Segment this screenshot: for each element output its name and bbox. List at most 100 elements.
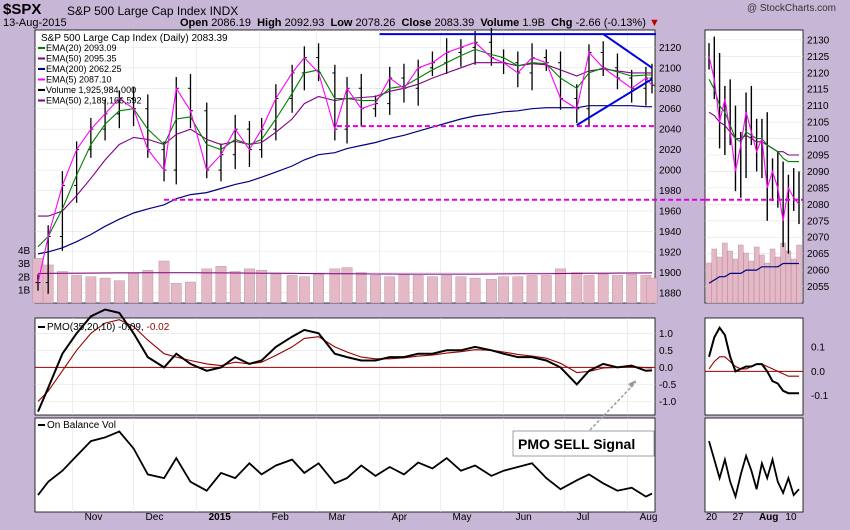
legend-label: EMA(5) 2087.10: [46, 75, 112, 85]
zoom-volume-bar: [743, 252, 749, 304]
pmo-tick-label: 0.0: [659, 363, 673, 374]
pmo-signal-value: -0.02: [147, 322, 170, 333]
volume-bar: [286, 275, 298, 304]
stockcharts-logo: @ StockCharts.com: [746, 3, 836, 14]
volume-bar: [571, 272, 583, 304]
volume-bar: [215, 266, 227, 304]
quote-date: 13-Aug-2015: [3, 17, 67, 29]
zoom-obv-panel: [704, 417, 804, 513]
volume-bar: [341, 267, 353, 304]
legend-label: EMA(50) 2095.35: [46, 54, 117, 64]
zoom-tick-label: 2085: [807, 183, 830, 194]
zoom-volume-bar: [748, 260, 755, 304]
zoom-x-tick-label: 10: [785, 512, 797, 523]
obv-label: On Balance Vol: [47, 420, 116, 431]
zoom-tick-label: 2090: [807, 167, 830, 178]
price-tick-label: 2120: [659, 43, 682, 54]
volume-bar: [626, 273, 638, 304]
zoom-volume-bar: [775, 256, 781, 304]
zoom-volume-bar: [791, 258, 797, 304]
down-arrow-icon: ▼: [648, 17, 660, 29]
x-tick-label: Apr: [392, 512, 408, 523]
x-tick-label: Jun: [516, 512, 532, 523]
annotation-text: PMO SELL Signal: [518, 436, 635, 452]
price-tick-label: 2100: [659, 63, 682, 74]
zoom-volume-bar: [780, 242, 786, 304]
volume-bar: [85, 276, 97, 304]
low-value: 2078.26: [355, 17, 396, 29]
volume-bar: [244, 268, 255, 304]
volume-bar: [427, 276, 438, 304]
zoom-volume-bar: [753, 246, 760, 304]
x-tick-label: Aug: [640, 512, 658, 523]
volume-bar: [441, 275, 453, 304]
volume-bar: [170, 283, 182, 304]
zoom-tick-label: 2100: [807, 134, 830, 145]
volume-bar: [646, 277, 658, 304]
volume-bar: [355, 272, 367, 304]
zoom-tick-label: 2095: [807, 150, 830, 161]
zoom-volume-bar: [759, 254, 765, 304]
volume-bar: [158, 260, 170, 304]
zoom-x-tick-label: 20: [706, 512, 718, 523]
volume-bar: [455, 276, 467, 304]
legend-label: Volume 1,925,984,000: [46, 85, 136, 95]
open-value: 2086.19: [211, 17, 251, 29]
triangle-upper-line: [602, 33, 653, 69]
pmo-panel: [34, 317, 656, 416]
zoom-obv-line: [708, 440, 800, 500]
volume-bar: [384, 276, 396, 304]
price-tick-label: 2080: [659, 84, 682, 95]
ema20-line: [37, 48, 652, 248]
zoom-tick-label: 2110: [807, 101, 829, 112]
pmo-tick-label: 1.0: [659, 329, 673, 340]
ticker-symbol[interactable]: $SPX: [3, 1, 42, 18]
zoom-tick-label: 2065: [807, 249, 830, 260]
pmo-label: PMO(35,20,10) -0.09, -0.02: [47, 322, 170, 333]
zoom-volume-bar: [727, 250, 733, 304]
volume-bar: [313, 273, 324, 304]
zoom-volume-bar: [732, 258, 739, 304]
pmo-line: [37, 308, 653, 412]
zoom-tick-label: 2115: [807, 85, 829, 96]
zoom-pmo-panel: [704, 317, 804, 416]
annotation-arrowhead: [628, 380, 636, 388]
high-value: 2092.93: [284, 17, 325, 29]
triangle-lower-line: [576, 78, 653, 126]
price-tick-label: 1920: [659, 247, 682, 258]
volume-bar: [486, 279, 497, 304]
zoom-volume-bar: [711, 248, 717, 304]
volume-bar: [329, 268, 341, 304]
price-tick-label: 1960: [659, 206, 682, 217]
zoom-tick-label: 2070: [807, 233, 830, 244]
zoom-volume-bar: [769, 248, 776, 304]
ema200-line: [37, 105, 652, 255]
volume-bar: [540, 275, 552, 304]
zoom-volume-bar: [722, 242, 728, 304]
volume-bar: [142, 269, 154, 304]
volume-tick-label: 2B: [18, 272, 31, 283]
price-tick-label: 1880: [659, 288, 682, 299]
obv-line: [37, 430, 653, 498]
pmo-tick-label: -1.0: [659, 397, 677, 408]
volume-bar: [229, 271, 241, 304]
chart-header: $SPX S&P 500 Large Cap Index INDX 13-Aug…: [0, 0, 850, 30]
zoom-x-tick-label: Aug: [759, 512, 778, 523]
volume-bar: [298, 276, 310, 304]
volume-bar: [185, 281, 196, 304]
zoom-pmo-tick-label: -0.1: [811, 391, 829, 402]
zoom-volume-bar: [716, 256, 723, 304]
volume-bar: [113, 280, 125, 304]
annotation-arrow: [589, 381, 637, 431]
price-tick-label: 2000: [659, 166, 682, 177]
volume-bar: [398, 273, 410, 304]
zoom-volume-bar: [785, 250, 792, 304]
zoom-ema20-line: [708, 79, 799, 163]
zoom-pmo-tick-label: 0.1: [811, 343, 825, 354]
x-tick-label: Feb: [272, 512, 290, 523]
volume-bar: [57, 271, 68, 304]
volume-bar: [612, 275, 623, 304]
volume-bar: [555, 268, 566, 304]
volume-bar: [370, 275, 381, 304]
